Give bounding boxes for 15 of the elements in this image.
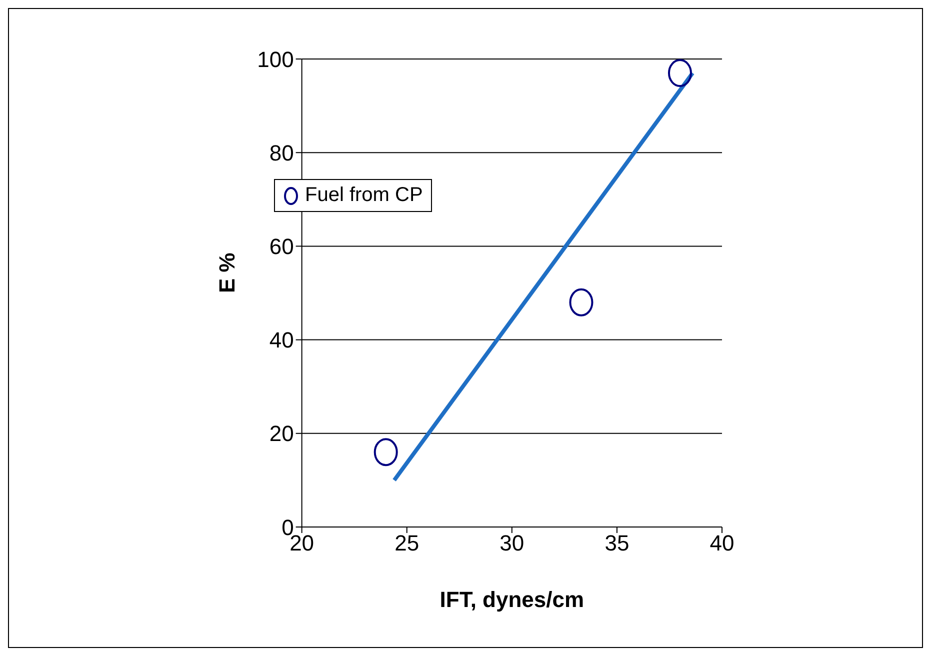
y-tick-label: 60 — [269, 234, 294, 260]
x-tick-label: 40 — [710, 530, 734, 556]
y-tick-label: 100 — [257, 46, 294, 72]
point — [374, 438, 398, 466]
point — [668, 59, 692, 88]
x-tick-label: 25 — [394, 530, 420, 556]
y-tick-label: 40 — [269, 328, 294, 353]
x-tick-label: 30 — [500, 530, 524, 556]
y-axis-title: E % — [214, 252, 240, 293]
x-tick-label: 35 — [604, 530, 630, 556]
y-tick-label: 80 — [269, 140, 294, 166]
legend-label: Fuel from CP — [305, 184, 423, 207]
x-axis-title: IFT, dynes/cm — [440, 587, 584, 612]
point — [569, 288, 594, 316]
y-tick-label: 20 — [269, 421, 294, 446]
